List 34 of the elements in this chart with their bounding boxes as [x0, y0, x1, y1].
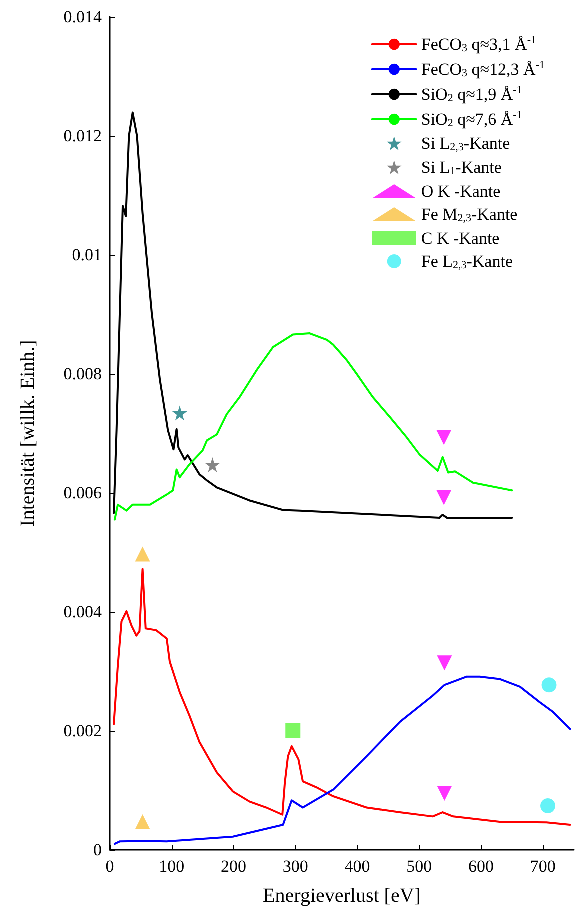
point — [437, 786, 452, 801]
legend-label: O K -Kante — [421, 182, 501, 201]
y-tick-label: 0.012 — [64, 126, 102, 146]
point — [135, 546, 150, 562]
point — [436, 430, 452, 446]
legend-label: C K -Kante — [421, 229, 500, 248]
y-axis-title: Intensität [willk. Einh.] — [17, 340, 39, 527]
x-axis-title: Energieverlust [eV] — [263, 885, 421, 907]
y-tick-label: 0.008 — [64, 364, 102, 384]
point — [437, 656, 452, 671]
x-tick-label: 300 — [282, 857, 308, 876]
y-tick-label: 0.002 — [64, 722, 102, 740]
point — [205, 458, 220, 473]
x-tick-label: 600 — [468, 857, 494, 876]
point — [286, 724, 301, 738]
point — [135, 814, 150, 830]
x-tick-label: 500 — [406, 857, 432, 876]
x-tick-label: 700 — [530, 857, 556, 876]
point — [172, 406, 188, 421]
x-tick-label: 400 — [344, 857, 370, 876]
point — [436, 490, 452, 506]
point — [542, 678, 557, 693]
x-tick-label: 0 — [106, 857, 114, 876]
y-tick-label: 0.01 — [72, 246, 102, 264]
y-tick-label: 0 — [94, 840, 102, 860]
y-tick-label: 0.004 — [64, 602, 102, 622]
y-tick-label: 0.014 — [64, 8, 102, 26]
x-tick-label: 200 — [220, 857, 246, 876]
line-series — [113, 568, 572, 826]
x-tick-label: 100 — [159, 857, 185, 876]
y-tick-label: 0.006 — [64, 484, 102, 502]
line-series — [114, 676, 572, 846]
point — [540, 798, 556, 814]
line-series — [114, 332, 514, 521]
